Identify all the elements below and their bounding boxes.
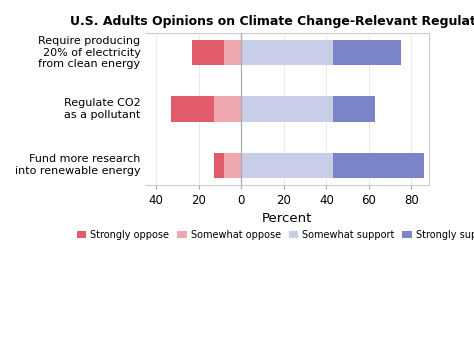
Bar <box>214 152 224 178</box>
Bar <box>224 40 241 66</box>
Legend: Strongly oppose, Somewhat oppose, Somewhat support, Strongly support: Strongly oppose, Somewhat oppose, Somewh… <box>73 226 474 243</box>
Bar <box>241 40 333 66</box>
Bar <box>171 96 214 122</box>
Bar <box>192 40 224 66</box>
Bar <box>333 96 375 122</box>
Bar <box>333 152 424 178</box>
Bar <box>224 152 241 178</box>
Title: U.S. Adults Opinions on Climate Change-Relevant Regulations: U.S. Adults Opinions on Climate Change-R… <box>70 15 474 28</box>
X-axis label: Percent: Percent <box>262 212 312 225</box>
Bar <box>214 96 241 122</box>
Bar <box>333 40 401 66</box>
Bar <box>241 152 333 178</box>
Bar <box>241 96 333 122</box>
